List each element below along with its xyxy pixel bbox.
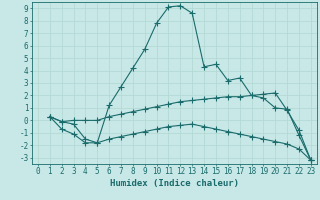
X-axis label: Humidex (Indice chaleur): Humidex (Indice chaleur) (110, 179, 239, 188)
